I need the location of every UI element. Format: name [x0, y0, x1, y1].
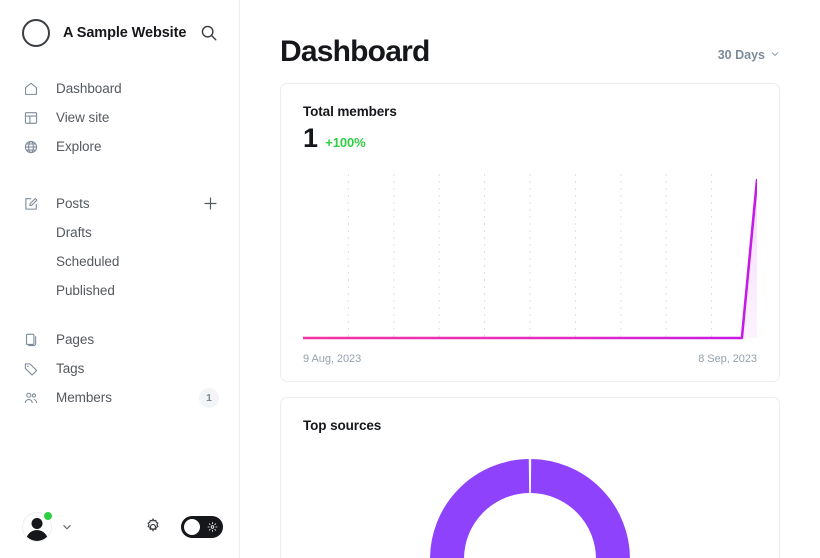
pages-icon [22, 331, 39, 348]
pencil-square-icon [22, 195, 39, 212]
metric-row: 1 +100% [303, 125, 757, 152]
chart-axis-labels: 9 Aug, 2023 8 Sep, 2023 [281, 344, 779, 381]
nav-group-posts: Posts Drafts Scheduled Published [0, 189, 239, 305]
sidebar-item-scheduled[interactable]: Scheduled [0, 247, 239, 276]
nav-group-primary: Dashboard View site [0, 74, 239, 161]
sidebar-item-explore[interactable]: Explore [0, 132, 239, 161]
nav-spacer [0, 161, 239, 189]
sidebar-item-dashboard[interactable]: Dashboard [0, 74, 239, 103]
axis-start-date: 9 Aug, 2023 [303, 353, 362, 365]
online-status-dot-icon [43, 511, 53, 521]
sidebar-item-label: Scheduled [56, 254, 120, 269]
line-chart-svg [303, 174, 757, 340]
toggle-knob [184, 519, 200, 535]
avatar-body [26, 530, 48, 541]
donut-segments [430, 459, 630, 558]
sidebar-brand[interactable]: A Sample Website [0, 0, 239, 66]
status-badge: 1 [199, 387, 219, 408]
sidebar-item-members[interactable]: Members 1 [0, 383, 239, 412]
sidebar-item-label: Drafts [56, 225, 92, 240]
donut-chart-svg [430, 459, 630, 558]
sidebar-item-posts[interactable]: Posts [0, 189, 239, 218]
date-range-dropdown[interactable]: 30 Days [718, 48, 780, 68]
plus-icon[interactable] [201, 195, 219, 213]
donut-segment[interactable] [430, 459, 530, 558]
sidebar-item-view-site[interactable]: View site [0, 103, 239, 132]
card-header: Total members 1 +100% [281, 84, 779, 152]
sidebar-item-drafts[interactable]: Drafts [0, 218, 239, 247]
metric-value: 1 [303, 123, 318, 153]
home-icon [22, 80, 39, 97]
theme-toggle[interactable] [181, 516, 223, 538]
search-icon[interactable] [199, 23, 219, 43]
card-title: Total members [303, 104, 397, 119]
axis-end-date: 8 Sep, 2023 [698, 353, 757, 365]
sidebar-nav: Dashboard View site [0, 66, 239, 412]
sidebar-item-label: Dashboard [56, 81, 122, 96]
chevron-down-icon[interactable] [60, 520, 74, 534]
sidebar-item-label: View site [56, 110, 110, 125]
sidebar-item-pages[interactable]: Pages [0, 325, 239, 354]
page-title: Dashboard [280, 35, 430, 68]
members-line-chart[interactable] [303, 174, 757, 344]
globe-icon [22, 138, 39, 155]
circle-ring-logo-icon [22, 19, 50, 47]
sidebar-item-label: Tags [56, 361, 85, 376]
sidebar-item-label: Explore [56, 139, 102, 154]
card-top-sources: Top sources [280, 397, 780, 558]
nav-group-secondary: Pages Tags [0, 325, 239, 412]
top-sources-donut-chart[interactable] [281, 433, 779, 558]
sun-icon [207, 522, 218, 533]
main-inner: Dashboard 30 Days Total members 1 [240, 0, 820, 558]
card-title: Top sources [303, 418, 382, 433]
sidebar: A Sample Website Dashboard [0, 0, 240, 558]
chart-line [303, 178, 757, 340]
donut-segment[interactable] [530, 459, 630, 558]
gear-icon[interactable] [143, 517, 163, 537]
sidebar-footer [0, 496, 239, 558]
chevron-down-icon [770, 48, 780, 62]
sidebar-item-tags[interactable]: Tags [0, 354, 239, 383]
metric-delta: +100% [325, 135, 366, 150]
chart-gridlines [347, 174, 713, 338]
avatar[interactable] [22, 511, 53, 542]
page-header: Dashboard 30 Days [280, 0, 780, 68]
sidebar-item-label: Pages [56, 332, 95, 347]
site-title: A Sample Website [63, 25, 187, 41]
card-header: Top sources [281, 398, 779, 433]
main-content: Dashboard 30 Days Total members 1 [240, 0, 820, 558]
tag-icon [22, 360, 39, 377]
sidebar-item-label: Published [56, 283, 115, 298]
sidebar-item-label: Posts [56, 196, 90, 211]
sidebar-item-label: Members [56, 390, 112, 405]
members-icon [22, 389, 39, 406]
date-range-label: 30 Days [717, 48, 765, 62]
avatar-head [31, 518, 43, 529]
card-total-members: Total members 1 +100% [280, 83, 780, 382]
sidebar-item-published[interactable]: Published [0, 276, 239, 305]
nav-spacer [0, 305, 239, 325]
layout-icon [22, 109, 39, 126]
